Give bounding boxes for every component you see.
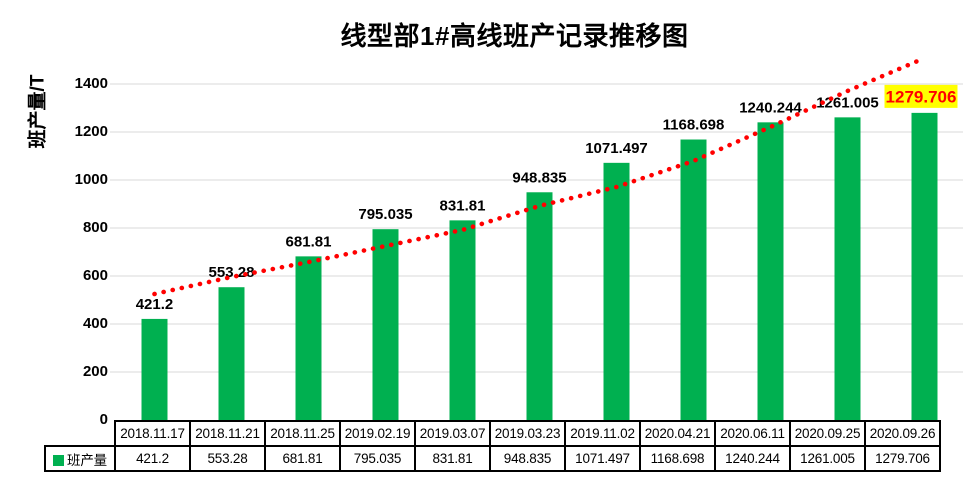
y-tick-label: 400 <box>82 315 108 332</box>
bar <box>218 287 245 420</box>
table-value-cell: 831.81 <box>414 445 491 472</box>
table-date-cell: 2019.03.23 <box>489 420 566 447</box>
highlight-value-label: 1279.706 <box>886 87 957 106</box>
bar-value-label: 1071.497 <box>585 140 648 157</box>
table-value-cell: 1279.706 <box>864 445 941 472</box>
highlight-label-background <box>884 84 958 108</box>
table-value-cell: 553.28 <box>189 445 266 472</box>
y-tick-label: 1200 <box>74 123 108 140</box>
table-date-cell: 2019.03.07 <box>414 420 491 447</box>
table-date-cell: 2019.11.02 <box>564 420 641 447</box>
table-date-cell: 2020.09.25 <box>789 420 866 447</box>
bar-value-label: 948.835 <box>512 169 566 186</box>
table-value-cell: 1071.497 <box>564 445 641 472</box>
table-corner-cell <box>45 421 115 446</box>
y-tick-label: 800 <box>82 219 108 236</box>
trendline <box>152 55 927 297</box>
y-tick-label: 1400 <box>74 75 108 92</box>
y-tick-label: 0 <box>99 411 108 428</box>
legend-swatch-icon <box>53 454 65 466</box>
bar-value-label: 681.81 <box>286 233 332 250</box>
bar <box>449 220 476 420</box>
table-value-cell: 1168.698 <box>639 445 716 472</box>
bar <box>372 229 399 420</box>
table-value-cell: 1240.244 <box>714 445 791 472</box>
table-date-cell: 2018.11.21 <box>189 420 266 447</box>
bar <box>834 117 861 421</box>
legend-label: 班产量 <box>67 452 107 468</box>
table-date-cell: 2020.09.26 <box>864 420 941 447</box>
bar <box>603 162 630 421</box>
bar <box>526 192 553 420</box>
table-date-cell: 2018.11.17 <box>114 420 191 447</box>
table-row-values: 班产量 421.2 553.28 681.81 795.035 831.81 948.835… <box>44 445 941 472</box>
bar <box>141 318 168 420</box>
bar <box>680 139 707 420</box>
bar-value-label: 795.035 <box>358 206 412 223</box>
chart-title: 线型部1#高线班产记录推移图 <box>340 21 689 51</box>
table-value-cell: 948.835 <box>489 445 566 472</box>
bar-value-label: 1240.244 <box>739 99 802 116</box>
bar-value-label: 421.2 <box>136 296 174 313</box>
bar <box>757 122 784 421</box>
bar-value-label: 1168.698 <box>663 117 725 134</box>
table-row-dates: 2018.11.17 2018.11.21 2018.11.25 2019.02.19… <box>45 420 941 447</box>
y-tick-label: 200 <box>82 363 108 380</box>
bar <box>911 112 938 421</box>
table-value-cell: 681.81 <box>264 445 341 472</box>
data-table: 2018.11.17 2018.11.21 2018.11.25 2019.02.19… <box>44 420 941 472</box>
table-value-cell: 1261.005 <box>789 445 866 472</box>
table-date-cell: 2018.11.25 <box>264 420 341 447</box>
y-tick-label: 600 <box>82 267 108 284</box>
table-date-cell: 2020.06.11 <box>714 420 791 447</box>
bar-value-label: 831.81 <box>440 197 486 214</box>
table-value-cell: 421.2 <box>114 445 191 472</box>
table-date-cell: 2019.02.19 <box>339 420 416 447</box>
y-tick-label: 1000 <box>74 171 108 188</box>
legend-cell: 班产量 <box>44 445 116 472</box>
table-date-cell: 2020.04.21 <box>639 420 716 447</box>
bar-value-label: 553.28 <box>209 264 255 281</box>
bar-value-label: 1261.005 <box>816 94 879 111</box>
table-value-cell: 795.035 <box>339 445 416 472</box>
bar <box>295 256 322 420</box>
